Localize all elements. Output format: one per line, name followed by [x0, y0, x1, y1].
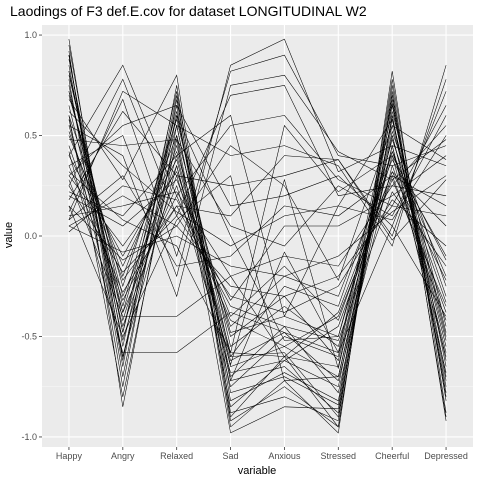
- x-tick-label-angry: Angry: [111, 451, 135, 461]
- series-line-24: [68, 175, 447, 277]
- series-line-16: [68, 145, 447, 347]
- x-axis: Happy Angry Relaxed Sad Anxious Stressed Cheer…: [56, 447, 468, 461]
- y-tick-label: 0.0: [24, 231, 37, 241]
- series-line-43: [68, 114, 447, 333]
- series-line-31: [68, 64, 447, 207]
- series-line-42: [68, 145, 447, 381]
- series-line-40: [68, 151, 447, 353]
- x-tick-label-happy: Happy: [56, 451, 83, 461]
- y-tick-label: 1.0: [24, 30, 37, 40]
- x-tick-label-stressed: Stressed: [321, 451, 357, 461]
- series-line-39: [68, 115, 447, 434]
- series-line-29: [68, 79, 447, 237]
- x-tick-label-sad: Sad: [223, 451, 239, 461]
- y-axis-title: value: [3, 222, 15, 248]
- x-tick-label-depressed: Depressed: [424, 451, 468, 461]
- series-line-32: [68, 78, 447, 217]
- series-line-20: [68, 185, 447, 313]
- series-line-37: [68, 79, 447, 402]
- series-line-50: [68, 175, 447, 267]
- series-line-5: [68, 59, 447, 406]
- series-line-23: [68, 185, 447, 277]
- series-line-36: [68, 74, 447, 422]
- y-axis: -1.0 -0.5 0.0 0.5 1.0: [21, 30, 42, 442]
- series-line-48: [68, 119, 447, 369]
- series-line-13: [68, 115, 447, 337]
- y-tick-label: -0.5: [21, 331, 37, 341]
- chart-title: Laodings of F3 def.E.cov for dataset LON…: [10, 3, 367, 19]
- series-line-46: [68, 124, 447, 354]
- series-line-10: [68, 91, 447, 388]
- series-line-30: [68, 65, 447, 247]
- series-line-27: [68, 115, 447, 247]
- series-line-17: [68, 150, 447, 358]
- series-line-47: [68, 91, 447, 382]
- y-tick-label: -1.0: [21, 432, 37, 442]
- x-tick-label-anxious: Anxious: [268, 451, 301, 461]
- x-tick-label-relaxed: Relaxed: [160, 451, 193, 461]
- series-line-44: [68, 125, 447, 281]
- series-line-45: [68, 131, 447, 281]
- x-axis-title: variable: [238, 465, 277, 477]
- y-tick-label: 0.5: [24, 131, 37, 141]
- series-lines: [68, 38, 447, 434]
- series-line-38: [68, 55, 447, 428]
- series-line-25: [68, 155, 447, 301]
- x-tick-label-cheerful: Cheerful: [375, 451, 409, 461]
